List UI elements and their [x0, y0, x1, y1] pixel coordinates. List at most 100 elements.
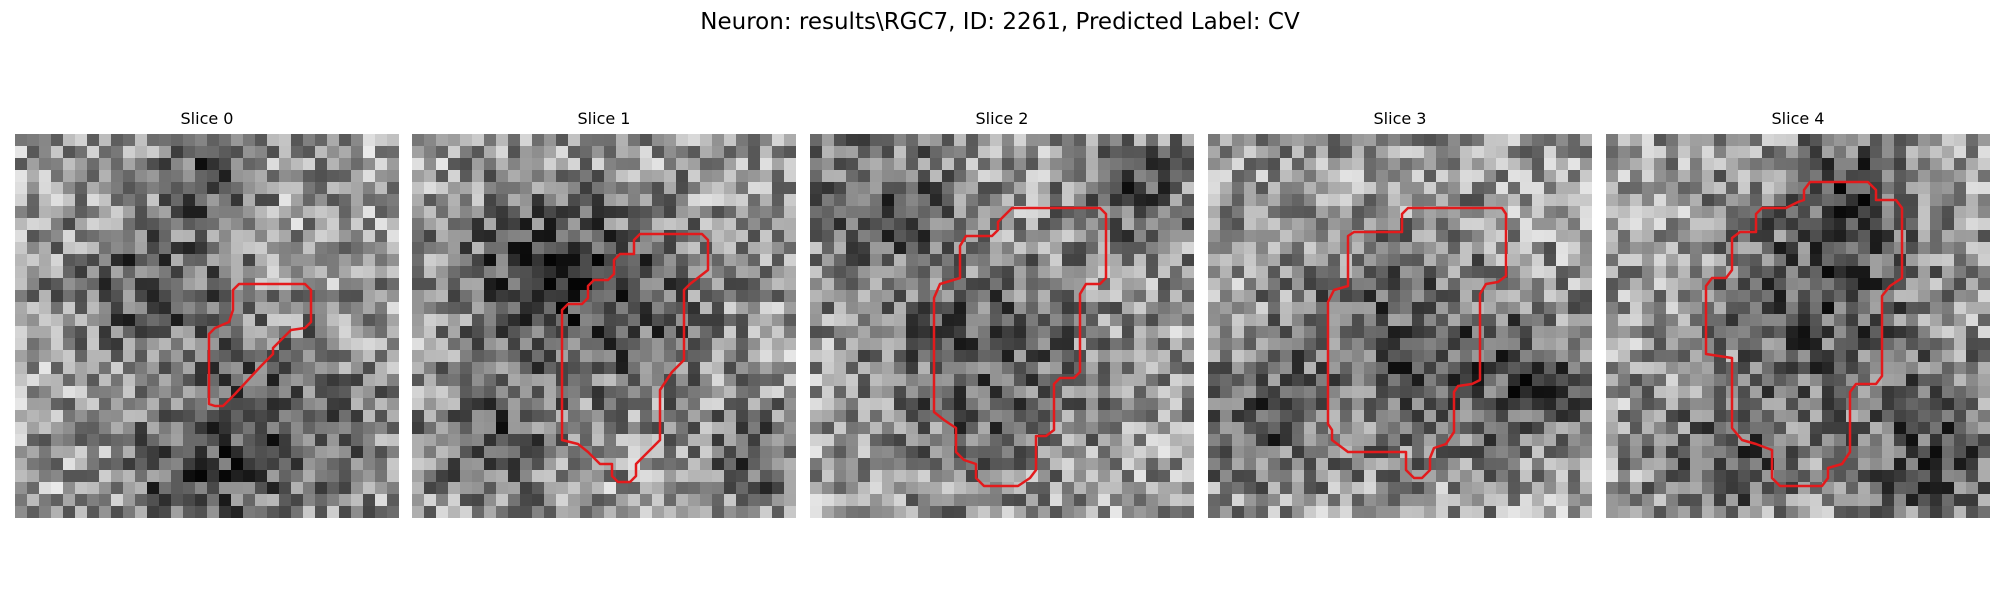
pixel	[1038, 290, 1051, 303]
pixel	[858, 446, 871, 459]
pixel	[1798, 170, 1811, 183]
pixel	[772, 374, 785, 387]
pixel	[27, 338, 40, 351]
pixel	[375, 194, 388, 207]
pixel	[387, 218, 399, 231]
pixel	[1146, 506, 1159, 518]
pixel	[1304, 338, 1317, 351]
pixel	[724, 434, 737, 447]
pixel	[1532, 302, 1545, 315]
pixel	[1412, 374, 1425, 387]
pixel	[954, 362, 967, 375]
pixel	[315, 362, 328, 375]
pixel	[1208, 434, 1221, 447]
pixel	[1702, 254, 1715, 267]
pixel	[1158, 398, 1171, 411]
pixel	[1268, 266, 1281, 279]
pixel	[858, 194, 871, 207]
pixel	[75, 398, 88, 411]
pixel	[1738, 458, 1751, 471]
pixel	[1714, 386, 1727, 399]
pixel	[99, 506, 112, 518]
pixel	[87, 398, 100, 411]
pixel	[255, 134, 268, 147]
pixel	[1050, 170, 1063, 183]
pixel	[1158, 338, 1171, 351]
pixel	[1376, 482, 1389, 495]
pixel	[1122, 134, 1135, 147]
pixel	[532, 314, 545, 327]
pixel	[918, 158, 931, 171]
pixel	[1750, 278, 1763, 291]
pixel	[1606, 422, 1619, 435]
pixel	[978, 194, 991, 207]
pixel	[906, 482, 919, 495]
pixel	[508, 194, 521, 207]
pixel	[27, 386, 40, 399]
pixel	[894, 470, 907, 483]
pixel	[1098, 362, 1111, 375]
pixel	[1690, 458, 1703, 471]
pixel	[1568, 230, 1581, 243]
pixel	[1412, 218, 1425, 231]
pixel	[27, 362, 40, 375]
pixel	[1918, 398, 1931, 411]
pixel	[1002, 362, 1015, 375]
pixel	[1930, 410, 1943, 423]
pixel	[1750, 182, 1763, 195]
pixel	[496, 146, 509, 159]
pixel	[1894, 158, 1907, 171]
pixel	[1110, 194, 1123, 207]
pixel	[39, 434, 52, 447]
pixel	[496, 338, 509, 351]
pixel	[1292, 422, 1305, 435]
pixel	[990, 494, 1003, 507]
pixel	[1400, 314, 1413, 327]
pixel	[1388, 434, 1401, 447]
pixel	[532, 398, 545, 411]
pixel	[1630, 206, 1643, 219]
pixel	[784, 134, 796, 147]
pixel	[834, 458, 847, 471]
pixel	[1942, 206, 1955, 219]
pixel	[544, 398, 557, 411]
pixel	[1496, 350, 1509, 363]
pixel	[1906, 254, 1919, 267]
pixel	[1244, 470, 1257, 483]
pixel	[363, 158, 376, 171]
pixel	[1256, 194, 1269, 207]
pixel	[736, 362, 749, 375]
pixel	[532, 182, 545, 195]
pixel	[51, 170, 64, 183]
pixel	[1978, 254, 1990, 267]
pixel	[1750, 134, 1763, 147]
pixel	[219, 170, 232, 183]
pixel	[568, 170, 581, 183]
pixel	[1146, 494, 1159, 507]
pixel	[1146, 446, 1159, 459]
pixel	[1352, 182, 1365, 195]
pixel	[1532, 230, 1545, 243]
pixel	[1244, 266, 1257, 279]
pixel	[1232, 386, 1245, 399]
pixel	[1484, 146, 1497, 159]
pixel	[652, 494, 665, 507]
pixel	[894, 326, 907, 339]
pixel	[870, 218, 883, 231]
pixel	[822, 506, 835, 518]
pixel	[1654, 422, 1667, 435]
pixel	[171, 242, 184, 255]
pixel	[1244, 290, 1257, 303]
pixel	[1954, 194, 1967, 207]
pixel	[616, 410, 629, 423]
pixel	[1702, 362, 1715, 375]
pixel	[1244, 458, 1257, 471]
pixel	[676, 314, 689, 327]
pixel	[532, 494, 545, 507]
pixel	[1292, 182, 1305, 195]
pixel	[387, 194, 399, 207]
pixel	[1134, 314, 1147, 327]
pixel	[1244, 446, 1257, 459]
pixel	[882, 314, 895, 327]
pixel	[1798, 290, 1811, 303]
